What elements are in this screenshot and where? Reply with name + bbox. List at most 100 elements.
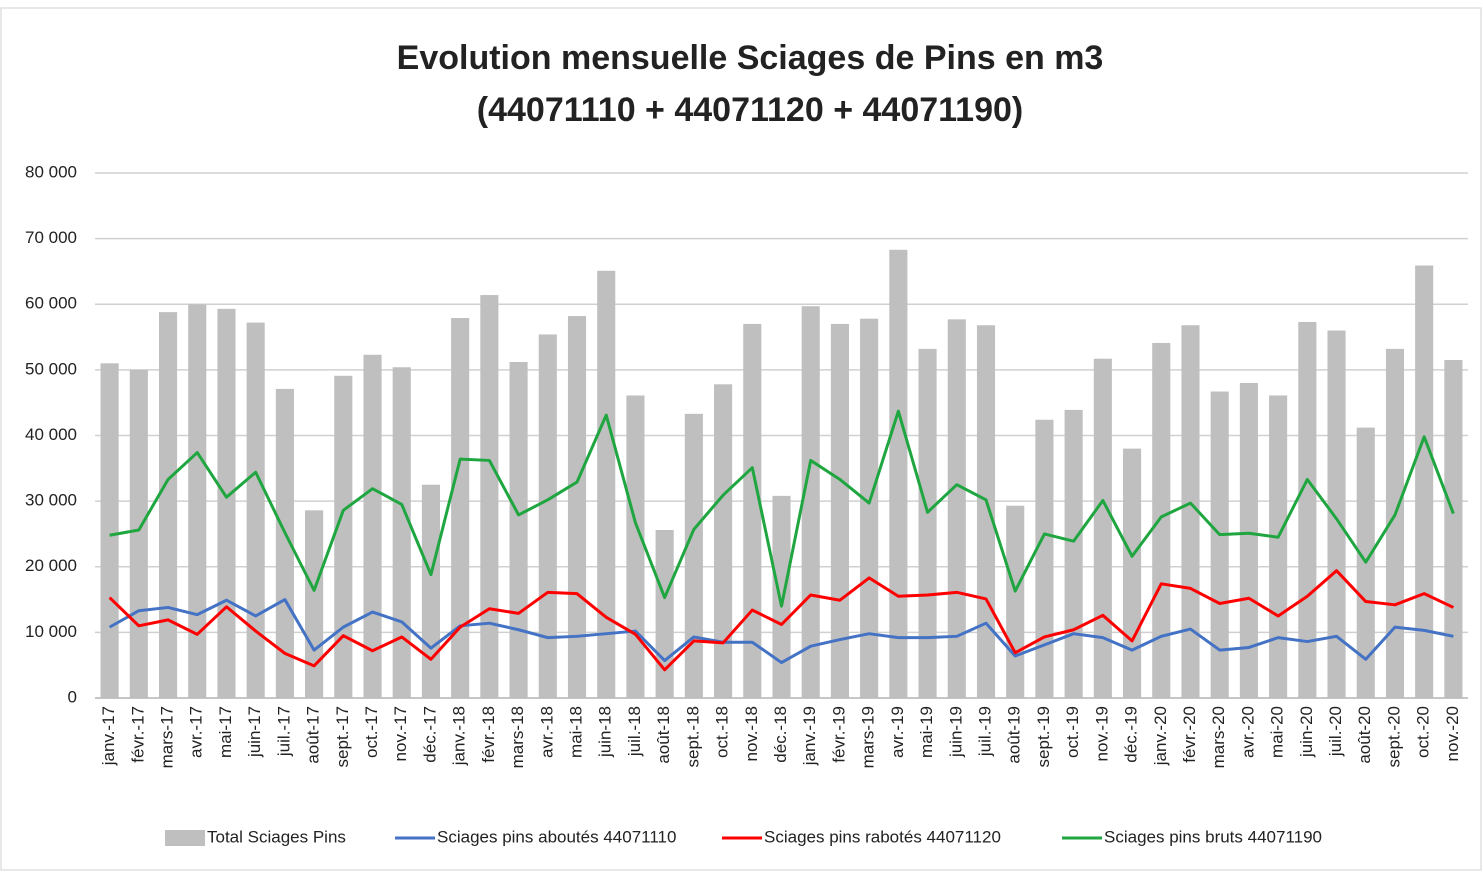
bar <box>1239 383 1258 698</box>
bar <box>188 304 207 698</box>
bar <box>1152 342 1171 698</box>
bar <box>305 510 324 698</box>
x-tick-label: oct.-19 <box>1063 706 1082 758</box>
x-tick-label: avr.-20 <box>1238 706 1257 758</box>
y-tick-label: 10 000 <box>25 622 77 641</box>
x-tick-label: mai-17 <box>216 706 235 758</box>
bar <box>772 495 791 698</box>
x-tick-label: sept.-19 <box>1034 706 1053 767</box>
bar <box>1415 265 1434 698</box>
bar <box>1210 391 1229 698</box>
bar <box>1093 358 1112 698</box>
bar <box>597 270 616 698</box>
x-tick-label: oct.-18 <box>713 706 732 758</box>
x-tick-label: juin-19 <box>946 706 965 758</box>
x-tick-label: sept.-17 <box>333 706 352 767</box>
x-tick-label: févr.-20 <box>1180 706 1199 763</box>
y-tick-label: 20 000 <box>25 556 77 575</box>
x-tick-label: mars-17 <box>158 706 177 768</box>
bar <box>567 316 587 698</box>
bar <box>129 369 148 698</box>
bar <box>947 319 966 698</box>
x-tick-label: juin-18 <box>596 706 615 758</box>
bar <box>1444 360 1463 698</box>
y-tick-label: 80 000 <box>25 162 77 181</box>
x-tick-label: janv.-19 <box>800 706 819 766</box>
x-tick-label: févr.-18 <box>479 706 498 763</box>
legend-label: Sciages pins aboutés 44071110 <box>437 827 676 846</box>
x-tick-label: janv.-20 <box>1151 706 1170 766</box>
bar <box>918 348 937 698</box>
y-tick-label: 60 000 <box>25 294 77 313</box>
x-tick-label: janv.-17 <box>99 706 118 766</box>
chart-subtitle: (44071110 + 44071120 + 44071190) <box>477 91 1023 129</box>
x-tick-label: mai-18 <box>566 706 585 758</box>
bar <box>451 318 470 698</box>
x-tick-label: juil.-17 <box>274 706 293 757</box>
x-tick-label: déc.-19 <box>1122 706 1141 763</box>
x-tick-label: févr.-19 <box>829 706 848 763</box>
x-tick-label: oct.-20 <box>1414 706 1433 758</box>
legend-label: Sciages pins rabotés 44071120 <box>764 827 1001 846</box>
y-tick-label: 0 <box>68 687 77 706</box>
bar <box>275 388 294 698</box>
y-tick-label: 50 000 <box>25 359 77 378</box>
x-tick-label: déc.-18 <box>771 706 790 763</box>
x-tick-label: juin-20 <box>1297 706 1316 758</box>
x-tick-label: sept.-20 <box>1384 706 1403 767</box>
bar <box>1385 348 1405 698</box>
x-tick-label: févr.-17 <box>128 706 147 763</box>
y-tick-label: 40 000 <box>25 425 77 444</box>
x-tick-label: août-20 <box>1355 706 1374 764</box>
bar <box>538 334 557 698</box>
bar <box>1064 409 1083 698</box>
bar <box>392 367 411 698</box>
bar <box>655 530 674 698</box>
bar <box>246 322 265 698</box>
chart-title: Evolution mensuelle Sciages de Pins en m… <box>397 39 1104 77</box>
x-tick-label: août-18 <box>654 706 673 764</box>
line-series <box>108 569 1455 672</box>
bar <box>1269 395 1288 698</box>
x-tick-label: déc.-17 <box>420 706 439 763</box>
bar <box>1327 330 1346 698</box>
x-tick-label: juil.-19 <box>975 706 994 757</box>
x-tick-label: nov.-17 <box>391 706 410 761</box>
x-tick-label: janv.-18 <box>450 706 469 766</box>
x-tick-label: mars-18 <box>508 706 527 768</box>
x-tick-label: juin-17 <box>245 706 264 758</box>
legend-label: Sciages pins bruts 44071190 <box>1104 827 1322 846</box>
bar <box>1122 448 1142 698</box>
bar <box>801 306 820 698</box>
bar <box>509 362 528 698</box>
x-tick-label: avr.-17 <box>187 706 206 758</box>
x-tick-label: mai-19 <box>917 706 936 758</box>
bar <box>334 375 353 698</box>
bar <box>889 249 908 698</box>
bar <box>830 323 849 698</box>
bar <box>480 295 499 698</box>
y-tick-label: 30 000 <box>25 491 77 510</box>
x-tick-label: mars-19 <box>859 706 878 768</box>
bar <box>976 325 996 698</box>
x-tick-label: juil.-20 <box>1326 706 1345 757</box>
bar <box>684 413 703 698</box>
bar <box>1006 505 1025 698</box>
bar <box>158 312 178 698</box>
x-tick-label: nov.-18 <box>742 706 761 761</box>
x-tick-label: juil.-18 <box>625 706 644 757</box>
bar <box>1298 321 1317 698</box>
bar <box>714 384 733 698</box>
line-series <box>109 409 1455 608</box>
x-tick-label: nov.-20 <box>1443 706 1462 761</box>
x-tick-label: oct.-17 <box>362 706 381 758</box>
x-tick-label: avr.-18 <box>537 706 556 758</box>
x-tick-label: août-19 <box>1005 706 1024 764</box>
x-tick-label: mars-20 <box>1209 706 1228 768</box>
x-tick-label: sept.-18 <box>683 706 702 767</box>
bar <box>626 395 645 698</box>
legend-label: Total Sciages Pins <box>207 827 346 846</box>
x-tick-label: mai-20 <box>1268 706 1287 758</box>
bar <box>860 318 879 698</box>
